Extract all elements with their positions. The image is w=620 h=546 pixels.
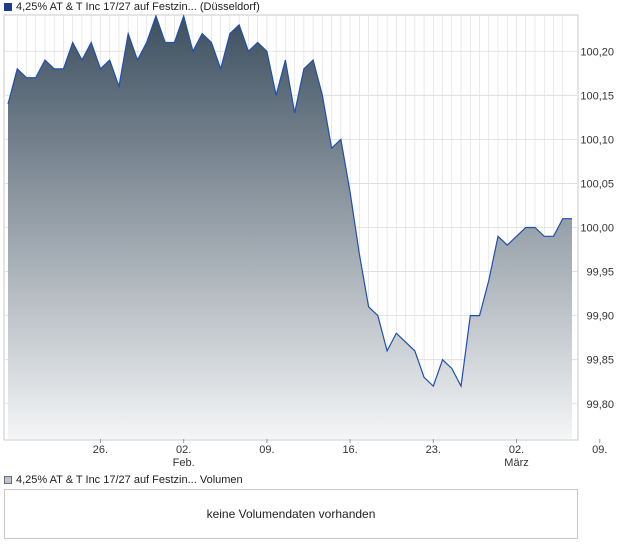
x-tick-month-label: März	[504, 457, 528, 469]
x-tick-label: 26.	[93, 444, 108, 456]
x-tick-month-label: Feb.	[173, 457, 195, 469]
legend-volume-label: 4,25% AT & T Inc 17/27 auf Festzin... Vo…	[16, 474, 243, 486]
y-tick-label: 100,00	[580, 223, 614, 235]
x-tick-label: 16.	[342, 444, 357, 456]
x-axis: 26.02.Feb.09.16.23.02.März09.16.23.01.Ap…	[93, 439, 607, 469]
y-tick-label: 100,10	[580, 134, 614, 146]
y-tick-label: 99,95	[586, 267, 614, 279]
legend-volume-swatch	[4, 476, 12, 484]
y-tick-label: 100,15	[580, 90, 614, 102]
volume-panel: keine Volumendaten vorhanden	[4, 489, 578, 539]
price-area	[8, 16, 572, 439]
legend-volume: 4,25% AT & T Inc 17/27 auf Festzin... Vo…	[4, 473, 243, 487]
volume-empty-message: keine Volumendaten vorhanden	[206, 507, 376, 521]
price-chart[interactable]: 99,80 99,85 99,90 99,95 100,00 100,05 100,10 10…	[0, 0, 620, 470]
x-tick-label: 09.	[259, 444, 274, 456]
y-tick-label: 99,85	[586, 355, 614, 367]
y-tick-label: 99,80	[586, 399, 614, 411]
legend-price: 4,25% AT & T Inc 17/27 auf Festzin... (D…	[4, 0, 260, 14]
y-tick-label: 100,20	[580, 46, 614, 58]
legend-price-label: 4,25% AT & T Inc 17/27 auf Festzin... (D…	[16, 1, 260, 13]
x-tick-label: 09.	[592, 444, 607, 456]
x-tick-label: 02.	[176, 444, 191, 456]
y-axis: 99,80 99,85 99,90 99,95 100,00 100,05 100,10 10…	[580, 46, 614, 411]
x-tick-label: 02.	[509, 444, 524, 456]
legend-price-swatch	[4, 3, 12, 11]
price-line	[7, 13, 572, 389]
x-tick-label: 23.	[426, 444, 441, 456]
y-tick-label: 99,90	[586, 311, 614, 323]
y-tick-label: 100,05	[580, 178, 614, 190]
